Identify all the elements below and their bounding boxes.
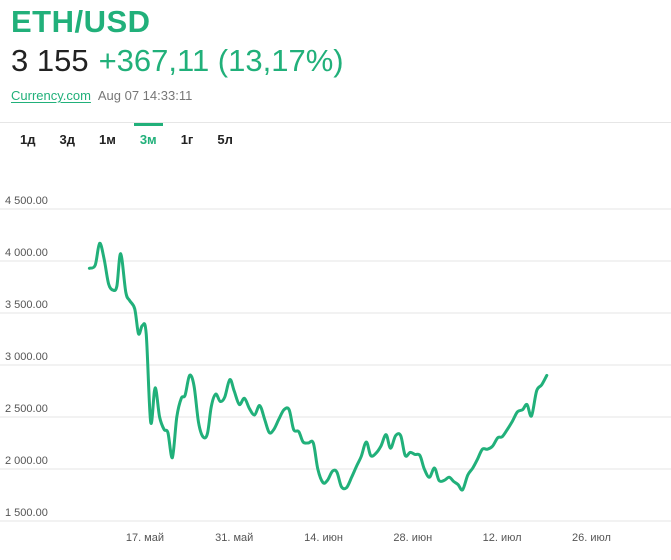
pair-title: ETH/USD — [11, 4, 151, 39]
tab-1m[interactable]: 1м — [98, 132, 116, 147]
y-tick-label: 2 500.00 — [5, 403, 48, 415]
price-chart[interactable]: 1 500.00 2 000.00 2 500.00 3 000.00 3 500.00… — [0, 170, 671, 560]
y-tick-label: 2 000.00 — [5, 455, 48, 467]
x-tick-label: 17. май — [126, 532, 164, 544]
header-divider — [0, 122, 671, 123]
x-tick-label: 28. июн — [393, 532, 432, 544]
y-tick-label: 1 500.00 — [5, 507, 48, 519]
price-series-line — [87, 241, 549, 492]
x-tick-label: 12. июл — [483, 532, 522, 544]
tab-1d[interactable]: 1д — [20, 132, 36, 147]
tab-1y[interactable]: 1г — [180, 132, 194, 147]
tab-3d[interactable]: 3д — [59, 132, 75, 147]
timestamp: Aug 07 14:33:11 — [97, 88, 193, 103]
y-tick-label: 4 500.00 — [5, 195, 48, 207]
y-tick-label: 4 000.00 — [5, 247, 48, 259]
price-change: +367,11 (13,17%) — [98, 43, 344, 78]
y-tick-label: 3 000.00 — [5, 351, 48, 363]
timeframe-tabs: 1д 3д 1м 3м 1г 5л — [8, 123, 245, 157]
x-tick-label: 31. май — [215, 532, 253, 544]
current-price: 3 155 — [11, 43, 89, 78]
tab-3m[interactable]: 3м — [128, 123, 169, 157]
y-tick-label: 3 500.00 — [5, 299, 48, 311]
x-tick-label: 26. июл — [572, 532, 611, 544]
x-tick-label: 14. июн — [304, 532, 343, 544]
tab-5y[interactable]: 5л — [217, 132, 233, 147]
source-row: Currency.com Aug 07 14:33:11 — [11, 88, 192, 103]
price-row: 3 155 +367,11 (13,17%) — [11, 43, 344, 79]
source-link[interactable]: Currency.com — [11, 88, 91, 103]
